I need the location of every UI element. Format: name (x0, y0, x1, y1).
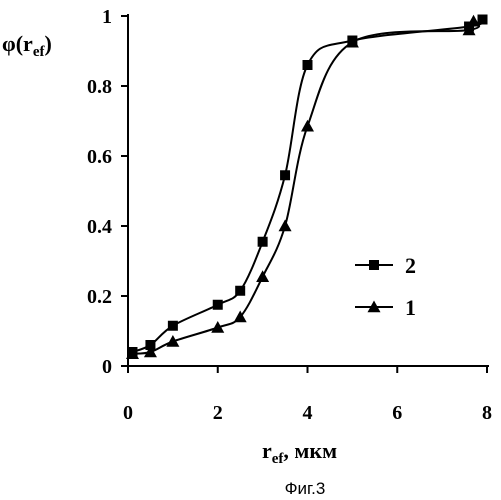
legend-label: 2 (405, 253, 416, 278)
legend-marker (369, 260, 379, 270)
y-tick-label: 1 (102, 6, 112, 28)
data-point-1 (279, 220, 292, 232)
y-tick-label: 0.8 (87, 76, 112, 98)
data-point-2 (258, 237, 268, 247)
x-tick-label: 4 (303, 402, 313, 424)
y-tick-label: 0 (102, 356, 112, 378)
x-tick-label: 0 (123, 402, 133, 424)
ticks: 0 2 4 6 8 0 0.2 0.4 0.6 0.8 1 (87, 6, 492, 424)
x-tick-label: 2 (213, 402, 223, 424)
x-tick-label: 8 (482, 402, 492, 424)
data-point-2 (303, 60, 313, 70)
y-tick-label: 0.6 (87, 146, 112, 168)
x-tick-label: 6 (392, 402, 402, 424)
legend-item-1: 1 (355, 295, 416, 320)
data-point-2 (280, 170, 290, 180)
y-tick-label: 0.2 (87, 286, 112, 308)
data-point-2 (168, 321, 178, 331)
y-axis-title: φ(ref) (2, 31, 52, 60)
series (126, 15, 488, 359)
data-point-1 (301, 120, 314, 132)
y-tick-label: 0.4 (87, 216, 112, 238)
legend-label: 1 (405, 295, 416, 320)
series-2 (127, 15, 487, 358)
figure-caption: Фиг.3 (285, 479, 326, 498)
data-point-1 (256, 270, 269, 282)
legend-item-2: 2 (355, 253, 416, 278)
legend: 21 (355, 253, 416, 320)
data-point-2 (235, 286, 245, 296)
x-axis-title: ref, мкм (262, 438, 337, 467)
data-point-2 (478, 15, 488, 25)
data-point-2 (213, 300, 223, 310)
